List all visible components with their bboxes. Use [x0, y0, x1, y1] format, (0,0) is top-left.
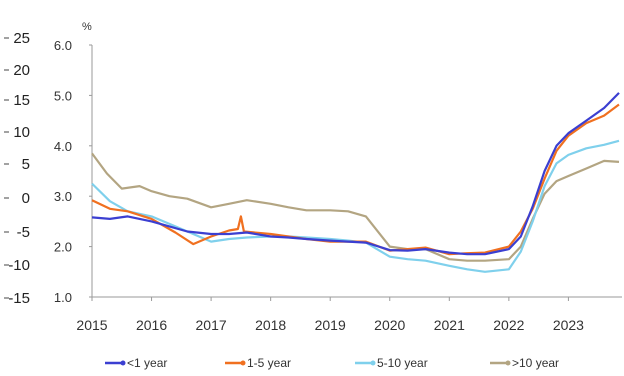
x-tick-label: 2022 [493, 317, 524, 333]
x-tick-label: 2021 [434, 317, 465, 333]
secondary-y-tick-label: 10 [13, 124, 30, 141]
y-tick-label: 5.0 [54, 88, 72, 103]
legend-label: 5-10 year [377, 356, 428, 370]
series-line [91, 92, 620, 256]
secondary-y-axis: 25 20 15 10 5 0 -5 -10 -15 [4, 30, 30, 307]
secondary-y-tick-label: 25 [13, 30, 30, 47]
x-tick-label: 2018 [255, 317, 286, 333]
series-line [91, 139, 620, 273]
secondary-y-tick-label: 20 [13, 62, 30, 79]
legend-label: <1 year [127, 356, 167, 370]
x-tick-label: 2015 [76, 317, 107, 333]
series-layer [91, 92, 620, 273]
y-tick-label: 6.0 [54, 38, 72, 53]
secondary-y-tick-label: -10 [8, 257, 30, 274]
y-tick-label: 4.0 [54, 139, 72, 154]
legend-marker [120, 360, 126, 366]
legend-marker [240, 360, 246, 366]
x-tick-label: 2023 [553, 317, 584, 333]
legend-marker [370, 360, 376, 366]
secondary-y-tick-label: -5 [17, 224, 30, 241]
y-tick-label: 2.0 [54, 240, 72, 255]
x-axis-ticks: 2015 2016 2017 2018 2019 2020 2021 2022 2023 [76, 297, 584, 333]
secondary-y-tick-label: 0 [22, 190, 30, 207]
series-line [91, 103, 620, 256]
x-tick-label: 2017 [196, 317, 227, 333]
legend-marker [505, 360, 511, 366]
axes [91, 45, 622, 298]
y-tick-label: 1.0 [54, 290, 72, 305]
x-tick-label: 2020 [374, 317, 405, 333]
x-tick-label: 2019 [315, 317, 346, 333]
y-axis-ticks: 1.0 2.0 3.0 4.0 5.0 6.0 [54, 38, 92, 305]
series-line [91, 152, 620, 262]
unit-label: % [82, 21, 92, 33]
legend-label: 1-5 year [247, 356, 291, 370]
secondary-y-tick-label: 15 [13, 92, 30, 109]
secondary-y-tick-label: -15 [8, 290, 30, 307]
secondary-y-tick-label: 5 [22, 156, 30, 173]
legend: <1 year 1-5 year 5-10 year >10 year [105, 356, 559, 370]
legend-label: >10 year [512, 356, 559, 370]
x-tick-label: 2016 [136, 317, 167, 333]
y-tick-label: 3.0 [54, 189, 72, 204]
